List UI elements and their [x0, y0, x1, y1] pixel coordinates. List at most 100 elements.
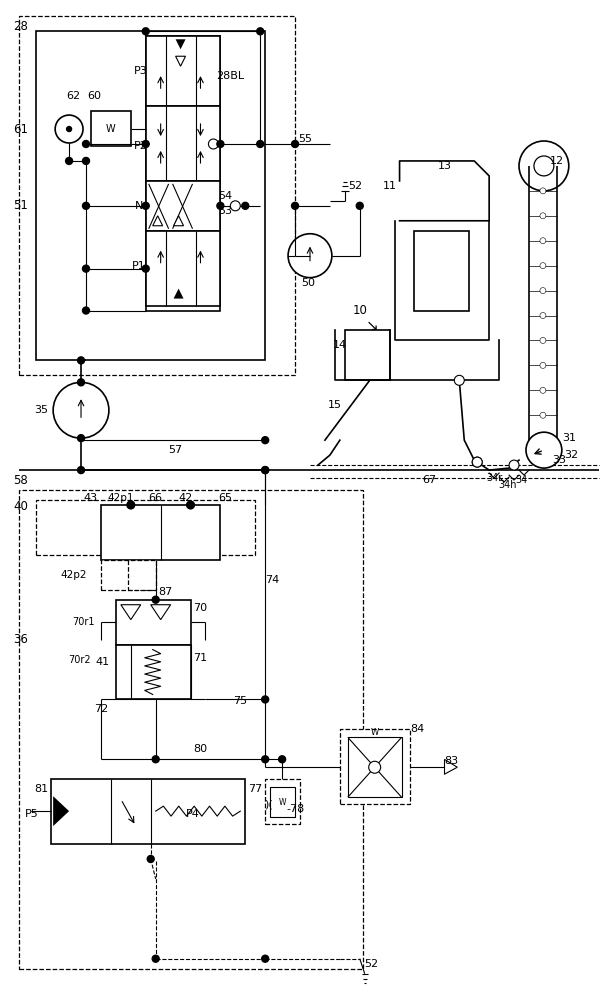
Text: 43: 43: [84, 493, 98, 503]
Text: W: W: [278, 798, 286, 807]
Text: 13: 13: [437, 161, 451, 171]
Circle shape: [472, 457, 482, 467]
Text: 50: 50: [301, 278, 315, 288]
Text: 62: 62: [66, 91, 80, 101]
Circle shape: [540, 313, 546, 319]
Bar: [101, 560, 156, 590]
Polygon shape: [174, 216, 184, 226]
Circle shape: [82, 202, 90, 209]
Bar: [91, 111, 131, 146]
Circle shape: [292, 202, 298, 209]
Circle shape: [242, 202, 249, 209]
Text: P2: P2: [134, 141, 148, 151]
Text: 70r2: 70r2: [68, 655, 90, 665]
Circle shape: [77, 435, 85, 442]
Circle shape: [142, 265, 149, 272]
Text: 52: 52: [365, 959, 379, 969]
Circle shape: [356, 202, 363, 209]
Bar: [340, 729, 409, 804]
Text: 35: 35: [34, 405, 48, 415]
Circle shape: [77, 357, 85, 364]
Bar: [415, 231, 469, 311]
Bar: [36, 500, 255, 555]
Circle shape: [519, 141, 569, 191]
Circle shape: [540, 362, 546, 368]
Circle shape: [292, 141, 298, 147]
Text: 34: 34: [515, 475, 527, 485]
Text: 11: 11: [382, 181, 397, 191]
Circle shape: [534, 156, 554, 176]
Circle shape: [454, 375, 464, 385]
Circle shape: [152, 596, 159, 603]
Circle shape: [142, 141, 149, 147]
Text: 84: 84: [411, 724, 425, 734]
Text: 28: 28: [13, 20, 28, 33]
Circle shape: [472, 457, 482, 467]
Text: 81: 81: [34, 784, 48, 794]
Circle shape: [509, 460, 519, 470]
Circle shape: [66, 127, 71, 132]
Text: 42p2: 42p2: [61, 570, 87, 580]
Polygon shape: [152, 216, 163, 226]
Circle shape: [257, 28, 264, 35]
Bar: [348, 737, 401, 797]
Circle shape: [82, 157, 90, 164]
Circle shape: [540, 412, 546, 418]
Bar: [20, 16, 295, 375]
Circle shape: [147, 856, 154, 862]
Text: 53: 53: [218, 206, 232, 216]
Text: P5: P5: [24, 809, 38, 819]
Text: P1: P1: [132, 261, 146, 271]
Text: 75: 75: [233, 696, 248, 706]
Circle shape: [152, 756, 159, 763]
Polygon shape: [176, 39, 185, 49]
Circle shape: [262, 756, 268, 763]
Polygon shape: [176, 56, 185, 66]
Circle shape: [370, 353, 379, 363]
Polygon shape: [151, 605, 171, 620]
Text: 60: 60: [87, 91, 101, 101]
Text: 32: 32: [564, 450, 578, 460]
Circle shape: [257, 141, 264, 147]
Text: 10: 10: [353, 304, 367, 317]
Polygon shape: [121, 605, 141, 620]
Circle shape: [540, 437, 546, 443]
Text: 12: 12: [550, 156, 564, 166]
Text: 28BL: 28BL: [217, 71, 245, 81]
Text: 54: 54: [218, 191, 232, 201]
Circle shape: [540, 213, 546, 219]
Circle shape: [82, 265, 90, 272]
Circle shape: [262, 696, 268, 703]
Text: 72: 72: [94, 704, 108, 714]
Text: 71: 71: [193, 653, 207, 663]
Circle shape: [217, 141, 224, 147]
Circle shape: [66, 157, 73, 164]
Circle shape: [262, 467, 268, 474]
Circle shape: [187, 501, 194, 508]
Text: -78: -78: [287, 804, 305, 814]
Text: P4: P4: [185, 809, 199, 819]
Circle shape: [127, 501, 134, 508]
Bar: [36, 31, 265, 360]
Bar: [270, 787, 295, 817]
Text: ↘: ↘: [365, 318, 378, 333]
Text: 42: 42: [178, 493, 193, 503]
Text: 74: 74: [265, 575, 279, 585]
Text: 33: 33: [552, 455, 566, 465]
Circle shape: [53, 382, 109, 438]
Bar: [146, 36, 220, 106]
Circle shape: [209, 139, 218, 149]
Text: 42p1: 42p1: [107, 493, 134, 503]
Bar: [51, 779, 245, 844]
Circle shape: [540, 188, 546, 194]
Circle shape: [540, 337, 546, 343]
Text: 83: 83: [444, 756, 458, 766]
Text: )(: )(: [264, 799, 273, 809]
Circle shape: [262, 437, 268, 444]
Circle shape: [187, 501, 195, 509]
Bar: [265, 779, 300, 824]
Text: 36: 36: [13, 633, 28, 646]
Circle shape: [152, 955, 159, 962]
Text: 61: 61: [13, 123, 28, 136]
Text: 65: 65: [218, 493, 232, 503]
